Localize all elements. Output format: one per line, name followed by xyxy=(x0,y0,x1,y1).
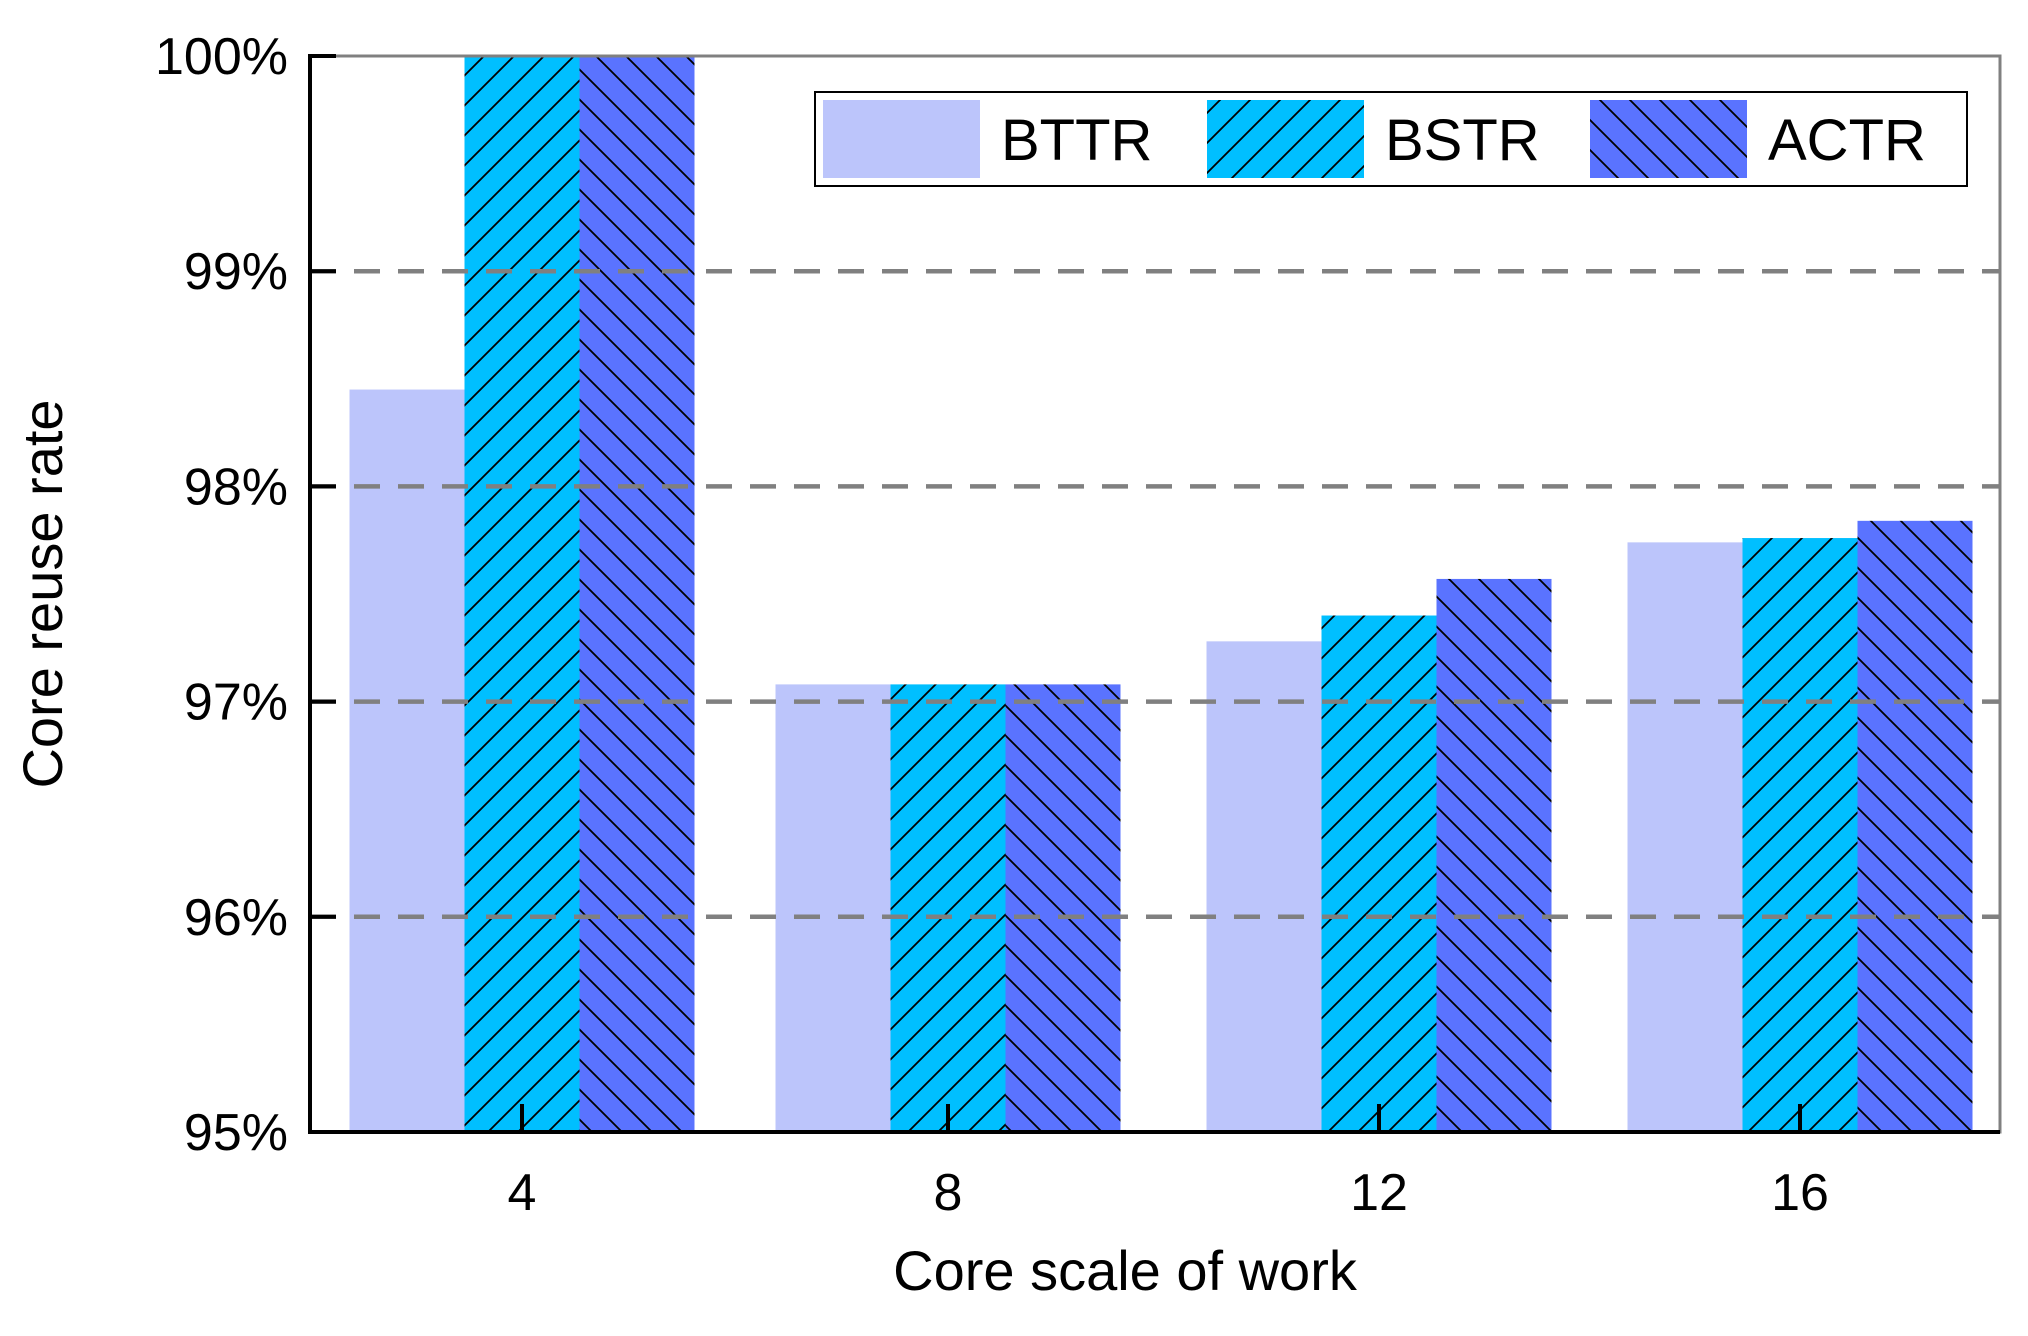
y-axis-title: Core reuse rate xyxy=(11,399,74,788)
legend-box xyxy=(814,91,1968,187)
legend-swatch-actr xyxy=(1590,100,1747,178)
x-tick-label: 8 xyxy=(934,1164,963,1222)
y-tick-label: 95% xyxy=(184,1104,288,1162)
x-tick-label: 4 xyxy=(508,1164,537,1222)
bars xyxy=(349,56,1973,1132)
bar-bstr-16 xyxy=(1742,538,1858,1132)
legend-label-bttr: BTTR xyxy=(1001,108,1152,173)
bar-bttr-8 xyxy=(775,684,891,1132)
x-axis-title: Core scale of work xyxy=(893,1239,1358,1302)
legend-label-bstr: BSTR xyxy=(1385,108,1540,173)
legend-swatch-bttr xyxy=(823,100,980,178)
y-tick-label: 98% xyxy=(184,458,288,516)
gridlines xyxy=(310,268,2000,920)
y-tick-label: 96% xyxy=(184,889,288,947)
axis-labels: 95% 96% 97% 98% 99% 100% 4 8 12 16 Core scale of w… xyxy=(11,28,1829,1302)
bar-actr-16 xyxy=(1857,520,1973,1132)
legend-label-actr: ACTR xyxy=(1768,108,1926,173)
bar-bstr-4 xyxy=(464,56,580,1132)
bar-actr-8 xyxy=(1005,684,1121,1132)
bar-actr-12 xyxy=(1436,578,1552,1132)
legend-swatch-bstr xyxy=(1207,100,1364,178)
bar-actr-4 xyxy=(579,56,695,1132)
y-tick-label: 100% xyxy=(155,28,288,86)
axes xyxy=(308,54,2002,1134)
x-tick-label: 16 xyxy=(1771,1164,1829,1222)
bar-bstr-12 xyxy=(1321,615,1437,1132)
bar-bttr-4 xyxy=(349,389,465,1132)
y-tick-label: 99% xyxy=(184,243,288,301)
y-tick-label: 97% xyxy=(184,674,288,732)
legend: BTTR BSTR ACTR xyxy=(814,91,1968,187)
bar-bstr-8 xyxy=(890,684,1006,1132)
bar-bttr-16 xyxy=(1627,542,1743,1132)
x-tick-label: 12 xyxy=(1350,1164,1408,1222)
bar-bttr-12 xyxy=(1206,641,1322,1132)
